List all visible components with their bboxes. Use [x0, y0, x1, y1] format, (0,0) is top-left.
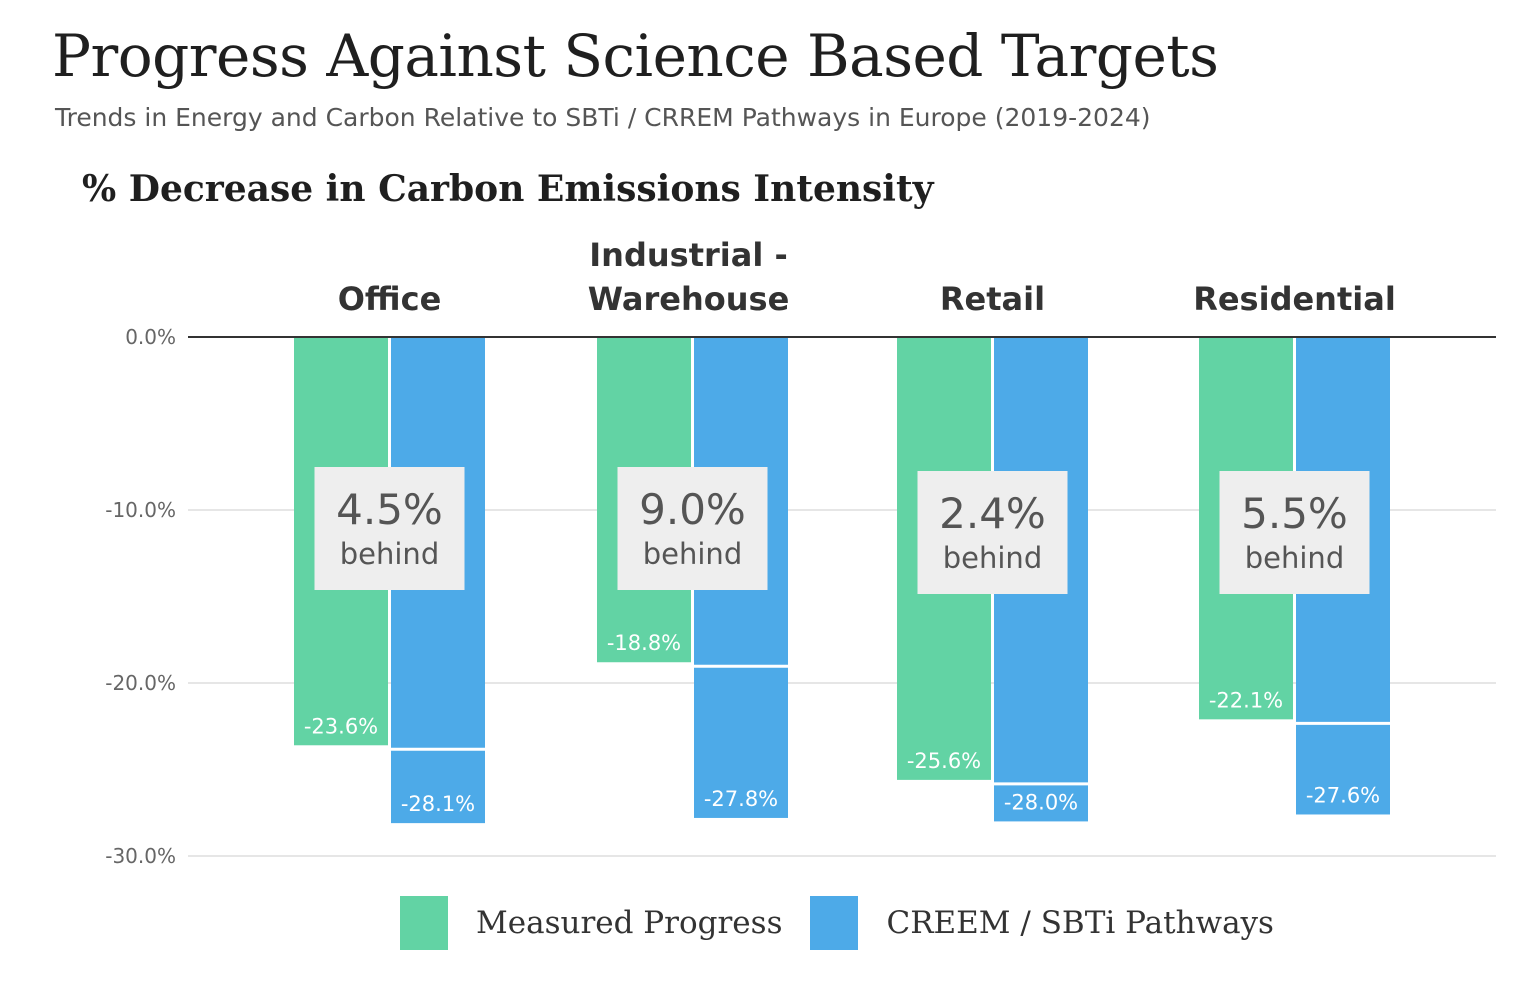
callout-value: 5.5% [1241, 489, 1348, 538]
bar-chart: 0.0% -10.0% -20.0% -30.0% -23.6% -28.1% -18.8%… [105, 236, 1496, 868]
category-label: Office [338, 280, 442, 318]
callout-box [917, 471, 1068, 594]
chart-title: % Decrease in Carbon Emissions Intensity [82, 168, 934, 210]
y-tick-label: 0.0% [125, 325, 176, 349]
category-label: Warehouse [588, 280, 790, 318]
callout-value: 4.5% [336, 485, 443, 534]
legend-item-pathway: CREEM / SBTi Pathways [810, 896, 1274, 950]
data-label-measured: -22.1% [1209, 688, 1283, 712]
y-tick-label: -10.0% [105, 498, 176, 522]
callout-box [617, 467, 768, 590]
callout-value: 9.0% [639, 485, 746, 534]
data-label-pathway: -28.0% [1004, 790, 1078, 814]
data-label-measured: -25.6% [907, 749, 981, 773]
y-tick-label: -30.0% [105, 844, 176, 868]
callout-box [1219, 471, 1370, 594]
category-label: Retail [940, 280, 1045, 318]
data-label-measured: -23.6% [304, 714, 378, 738]
page-subtitle: Trends in Energy and Carbon Relative to … [55, 103, 1151, 132]
callout-text: behind [943, 541, 1042, 575]
legend-swatch-pathway [810, 896, 859, 950]
category-label: Industrial - [589, 236, 787, 274]
legend-label-pathway: CREEM / SBTi Pathways [886, 905, 1274, 941]
data-label-pathway: -27.6% [1306, 783, 1380, 807]
callout-value: 2.4% [939, 489, 1046, 538]
data-label-pathway: -28.1% [401, 792, 475, 816]
legend-swatch-measured [400, 896, 448, 950]
legend-item-measured: Measured Progress [400, 896, 782, 950]
data-label-pathway: -27.8% [704, 787, 778, 811]
legend-label-measured: Measured Progress [476, 905, 783, 941]
y-tick-label: -20.0% [105, 671, 176, 695]
category-label: Residential [1193, 280, 1396, 318]
legend: Measured Progress CREEM / SBTi Pathways [400, 896, 1302, 950]
data-label-measured: -18.8% [607, 631, 681, 655]
callout-box [314, 467, 465, 590]
callout-text: behind [643, 537, 742, 571]
page-title: Progress Against Science Based Targets [52, 22, 1219, 90]
callout-text: behind [340, 537, 439, 571]
callout-text: behind [1245, 541, 1344, 575]
